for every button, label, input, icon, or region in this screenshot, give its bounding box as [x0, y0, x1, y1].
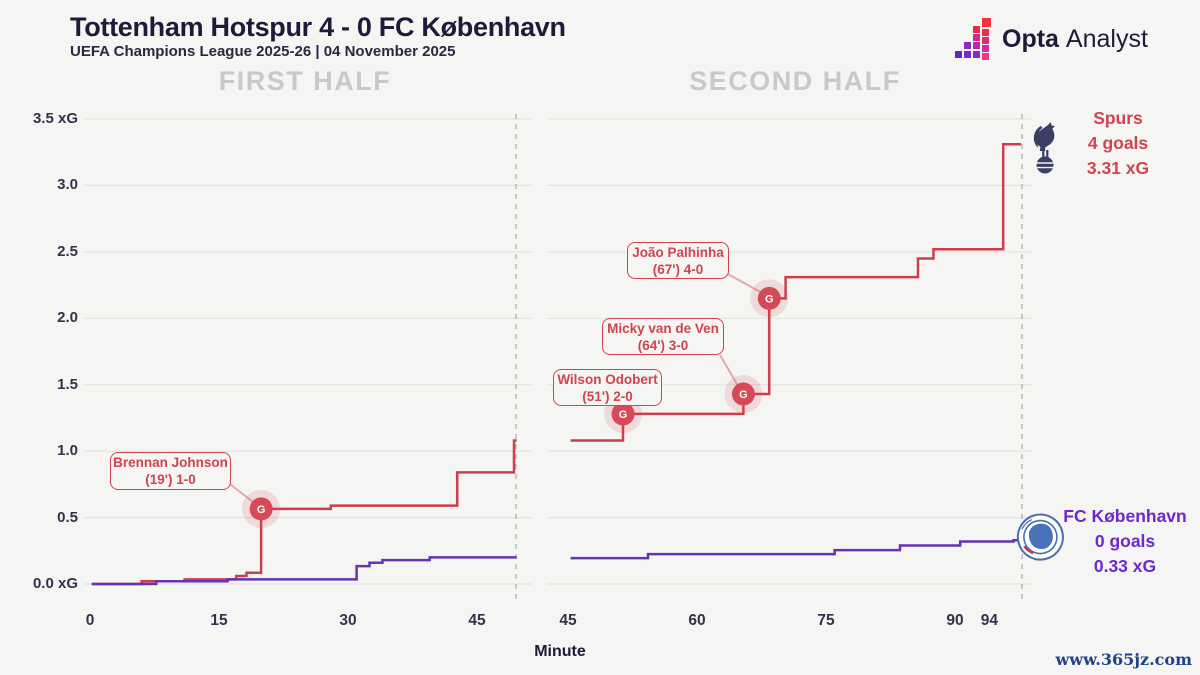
- y-axis-tick: 3.5 xG: [32, 110, 78, 127]
- x-axis-tick: 94: [980, 612, 999, 629]
- opta-analyst-logo: Opta Analyst: [955, 18, 1148, 60]
- first-half-title: FIRST HALF: [218, 66, 392, 96]
- goal-marker: [731, 382, 755, 406]
- spurs-crest-icon: [1030, 122, 1060, 179]
- home-team-name: Spurs: [1093, 108, 1143, 128]
- goal-annotation: João Palhinha (67') 4-0: [627, 242, 729, 279]
- x-axis-tick: 30: [339, 612, 357, 629]
- goal-scorer-name: Brennan Johnson: [113, 455, 228, 470]
- goal-marker-glyph: G: [739, 389, 748, 401]
- x-axis-tick: 75: [817, 612, 835, 629]
- y-axis-tick: 0.0 xG: [32, 575, 78, 592]
- x-axis-title: Minute: [534, 643, 586, 660]
- xg-line-fc-k-benhavn-h2: [570, 538, 1022, 560]
- fc-kobenhavn-crest-icon: [1010, 507, 1072, 572]
- goal-scorer-name: Micky van de Ven: [607, 320, 719, 336]
- y-axis-tick: 3.0: [57, 176, 78, 194]
- goal-minute-score: (64') 3-0: [637, 337, 689, 353]
- goal-marker-glyph: G: [765, 293, 774, 305]
- goal-minute-score: (19') 1-0: [145, 472, 196, 487]
- y-axis-tick: 1.0: [57, 442, 78, 460]
- goal-connector-line: [725, 272, 767, 296]
- opta-logo-icon: [955, 18, 991, 60]
- y-axis-tick: 2.5: [57, 242, 78, 260]
- away-team-name: FC København: [1063, 506, 1187, 526]
- x-axis-tick: 45: [559, 612, 577, 629]
- opta-logo-bold: Opta: [1002, 24, 1059, 53]
- goal-marker-glyph: G: [619, 409, 628, 421]
- goal-marker: [249, 497, 273, 521]
- y-axis-tick: 1.5: [57, 375, 78, 393]
- goal-scorer-name: João Palhinha: [632, 244, 724, 260]
- match-subtitle: UEFA Champions League 2025-26 | 04 Novem…: [70, 43, 456, 60]
- home-team-xg: 3.31 xG: [1086, 158, 1150, 178]
- away-team-xg: 0.33 xG: [1093, 556, 1157, 576]
- xg-line-fc-k-benhavn-h1: [91, 556, 517, 586]
- xg-line-spurs-h2: [570, 142, 1022, 442]
- goal-annotation: Brennan Johnson (19') 1-0: [110, 452, 231, 490]
- y-axis-tick: 2.0: [57, 309, 78, 327]
- opta-logo-light: Analyst: [1065, 24, 1148, 53]
- x-axis-tick: 90: [946, 612, 964, 629]
- away-team-summary: FC København 0 goals 0.33 xG: [1050, 504, 1200, 579]
- home-team-goals: 4 goals: [1087, 133, 1149, 153]
- watermark-link[interactable]: www.365jz.com: [1055, 650, 1192, 669]
- away-team-goals: 0 goals: [1094, 531, 1156, 551]
- goal-marker-glyph: G: [257, 504, 266, 516]
- goal-scorer-name: Wilson Odobert: [557, 371, 658, 387]
- second-half-title: SECOND HALF: [689, 66, 901, 96]
- opta-logo-text: Opta Analyst: [1002, 25, 1148, 54]
- home-team-summary: Spurs 4 goals 3.31 xG: [1062, 106, 1174, 181]
- x-axis-tick: 60: [688, 612, 706, 629]
- goal-annotation: Wilson Odobert (51') 2-0: [553, 369, 662, 406]
- goal-marker: [611, 402, 635, 426]
- x-axis-tick: 45: [468, 612, 486, 629]
- match-title: Tottenham Hotspur 4 - 0 FC København: [70, 12, 566, 42]
- x-axis-tick: 0: [85, 612, 95, 629]
- y-axis-tick: 0.5: [57, 508, 78, 526]
- goal-annotation: Micky van de Ven (64') 3-0: [602, 318, 724, 355]
- goal-minute-score: (51') 2-0: [582, 388, 633, 404]
- x-axis-tick: 15: [210, 612, 228, 629]
- goal-marker: [757, 286, 781, 310]
- goal-minute-score: (67') 4-0: [652, 261, 704, 277]
